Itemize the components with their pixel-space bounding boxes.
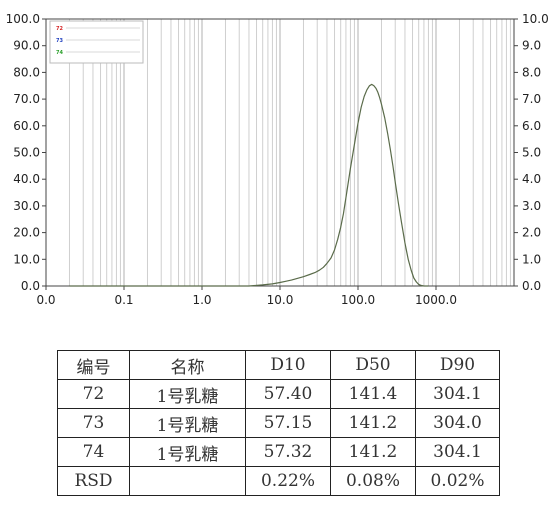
table-cell: 0.08% — [330, 466, 416, 496]
x-tick-label: 1.0 — [192, 293, 211, 307]
y-tick-label: 10.0 — [13, 252, 40, 266]
y-tick-label: 0.0 — [21, 279, 40, 293]
x-tick-label: 0.1 — [114, 293, 133, 307]
table-row: RSD 0.22% 0.08% 0.02% — [57, 466, 500, 496]
table-cell: 72 — [57, 379, 130, 409]
table-cell: RSD — [57, 466, 130, 496]
x-tick-label: 1000.0 — [415, 293, 457, 307]
table-cell: 304.1 — [415, 437, 500, 467]
legend: 72 73 74 — [49, 20, 144, 64]
y2-axis-ticks: 0.0 1.0 2.0 3.0 4.0 5.0 6.0 7.0 8.0 9.0 10.0 — [514, 12, 549, 293]
y2-tick-label: 6.0 — [522, 119, 541, 133]
y2-tick-label: 0.0 — [522, 279, 541, 293]
table-cell: 57.15 — [245, 408, 331, 438]
col-header: 编号 — [57, 350, 130, 380]
y2-tick-label: 3.0 — [522, 199, 541, 213]
x-tick-label: 10.0 — [267, 293, 294, 307]
x-axis-ticks: 0.0 0.1 1.0 10.0 100.0 1000.0 — [36, 286, 457, 307]
y2-tick-label: 10.0 — [522, 12, 549, 26]
y-axis-ticks: 0.0 10.0 20.0 30.0 40.0 50.0 60.0 70.0 80.0 90.0 1… — [6, 12, 46, 293]
table-cell: 141.2 — [330, 408, 416, 438]
distribution-line — [69, 83, 429, 287]
table-cell — [129, 466, 246, 496]
table-cell: 304.1 — [415, 379, 500, 409]
particle-size-chart: 0.0 10.0 20.0 30.0 40.0 50.0 60.0 70.0 80.0 90.0 1… — [6, 12, 549, 307]
x-tick-label: 100.0 — [341, 293, 375, 307]
y2-tick-label: 2.0 — [522, 226, 541, 240]
series-layer — [69, 83, 429, 287]
table-cell: 1号乳糖 — [129, 408, 246, 438]
y2-tick-label: 9.0 — [522, 39, 541, 53]
table-cell: 1号乳糖 — [129, 379, 246, 409]
legend-entry-label: 74 — [56, 50, 63, 56]
table-cell: 57.40 — [245, 379, 331, 409]
table-cell: 304.0 — [415, 408, 500, 438]
y-tick-label: 70.0 — [13, 92, 40, 106]
col-header: D90 — [415, 350, 500, 380]
table-cell: 1号乳糖 — [129, 437, 246, 467]
y2-tick-label: 7.0 — [522, 92, 541, 106]
y-tick-label: 30.0 — [13, 199, 40, 213]
table-cell: 57.32 — [245, 437, 331, 467]
y2-tick-label: 4.0 — [522, 172, 541, 186]
legend-entry-label: 73 — [56, 38, 63, 44]
legend-entry-label: 72 — [56, 26, 63, 32]
y2-tick-label: 8.0 — [522, 65, 541, 79]
y-tick-label: 50.0 — [13, 146, 40, 160]
stats-table: 编号 名称 D10 D50 D90 72 1号乳糖 57.40 141.4 30… — [57, 350, 500, 496]
y-tick-label: 60.0 — [13, 119, 40, 133]
table-row: 72 1号乳糖 57.40 141.4 304.1 — [57, 379, 500, 409]
x-tick-label: 0.0 — [36, 293, 55, 307]
y-tick-label: 20.0 — [13, 226, 40, 240]
legend-box — [49, 20, 144, 64]
table-header-row: 编号 名称 D10 D50 D90 — [57, 350, 500, 380]
y2-tick-label: 1.0 — [522, 252, 541, 266]
y-tick-label: 80.0 — [13, 65, 40, 79]
y-tick-label: 90.0 — [13, 39, 40, 53]
y-tick-label: 100.0 — [6, 12, 40, 26]
y2-tick-label: 5.0 — [522, 146, 541, 160]
y-tick-label: 40.0 — [13, 172, 40, 186]
table-cell: 73 — [57, 408, 130, 438]
table-cell: 74 — [57, 437, 130, 467]
table-row: 73 1号乳糖 57.15 141.2 304.0 — [57, 408, 500, 438]
table-cell: 141.4 — [330, 379, 416, 409]
col-header: D50 — [330, 350, 416, 380]
table-cell: 0.02% — [415, 466, 500, 496]
table-row: 74 1号乳糖 57.32 141.2 304.1 — [57, 437, 500, 467]
col-header: D10 — [245, 350, 331, 380]
col-header: 名称 — [129, 350, 246, 380]
table-cell: 141.2 — [330, 437, 416, 467]
table-cell: 0.22% — [245, 466, 331, 496]
